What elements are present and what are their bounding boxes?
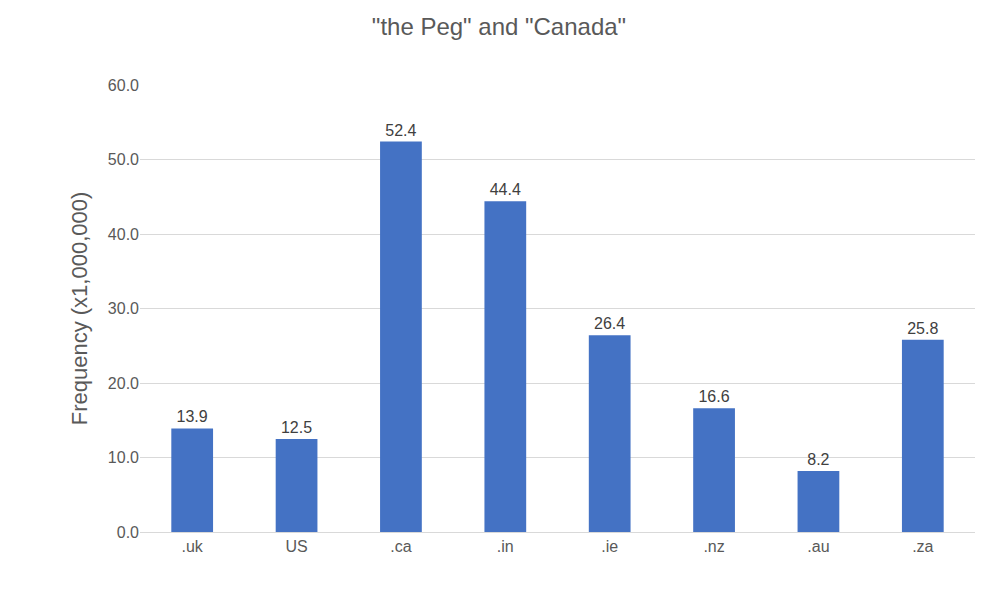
svg-text:50.0: 50.0 [108, 151, 139, 168]
svg-text:8.2: 8.2 [807, 451, 829, 468]
svg-text:13.9: 13.9 [177, 408, 208, 425]
svg-text:40.0: 40.0 [108, 226, 139, 243]
svg-text:.in: .in [497, 538, 514, 555]
svg-text:16.6: 16.6 [698, 388, 729, 405]
svg-text:US: US [285, 538, 307, 555]
svg-text:0.0: 0.0 [117, 524, 139, 541]
svg-text:.uk: .uk [182, 538, 204, 555]
svg-text:.ie: .ie [601, 538, 618, 555]
svg-text:20.0: 20.0 [108, 375, 139, 392]
svg-text:.au: .au [807, 538, 829, 555]
svg-text:.ca: .ca [390, 538, 411, 555]
svg-text:.za: .za [912, 538, 933, 555]
svg-text:60.0: 60.0 [108, 77, 139, 94]
svg-text:Frequency (x1,000,000): Frequency (x1,000,000) [67, 192, 92, 426]
svg-text:12.5: 12.5 [281, 419, 312, 436]
svg-text:44.4: 44.4 [490, 181, 521, 198]
svg-text:.nz: .nz [703, 538, 724, 555]
svg-text:10.0: 10.0 [108, 449, 139, 466]
svg-text:25.8: 25.8 [907, 320, 938, 337]
svg-text:30.0: 30.0 [108, 300, 139, 317]
svg-text:26.4: 26.4 [594, 315, 625, 332]
svg-text:"the Peg" and "Canada": "the Peg" and "Canada" [372, 13, 626, 40]
svg-text:52.4: 52.4 [385, 122, 416, 139]
